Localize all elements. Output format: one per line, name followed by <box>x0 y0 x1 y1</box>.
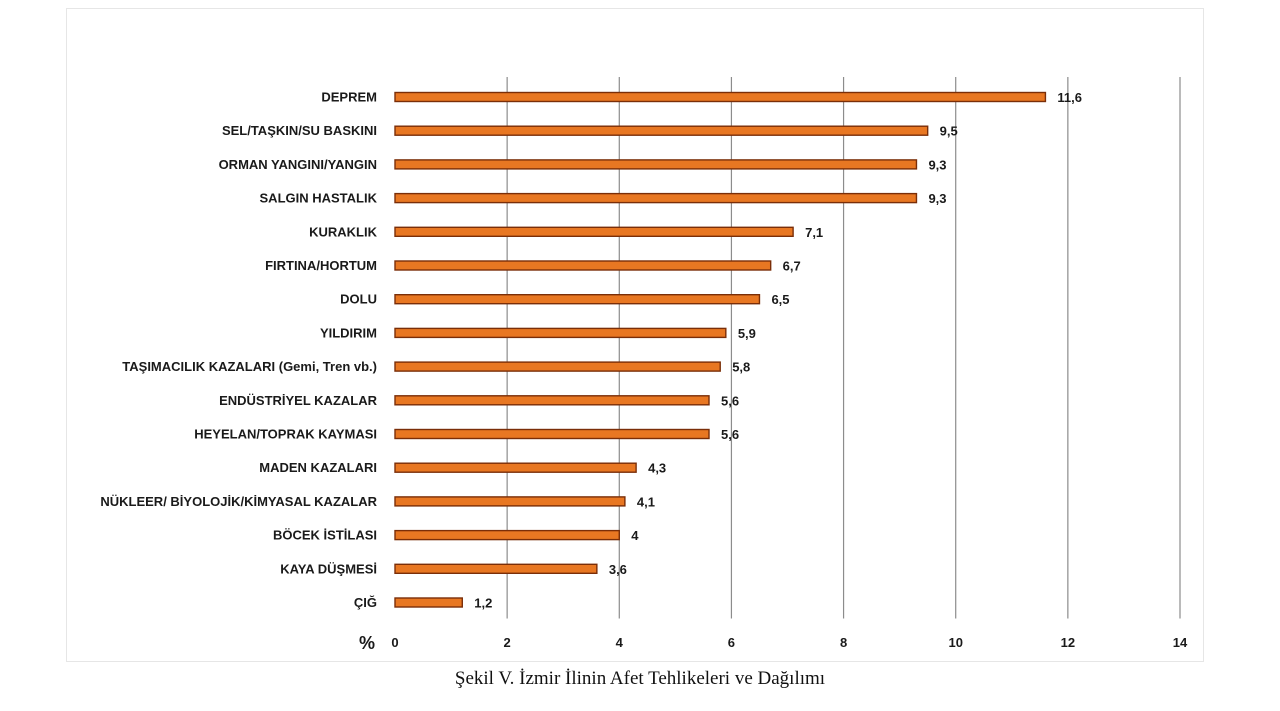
bar <box>394 327 727 339</box>
value-label: 5,6 <box>721 393 739 408</box>
category-label: ENDÜSTRİYEL KAZALAR <box>219 393 378 408</box>
value-label: 5,9 <box>738 326 756 341</box>
category-label: MADEN KAZALARI <box>259 460 377 475</box>
bar <box>394 159 918 170</box>
bar <box>394 428 710 440</box>
bar <box>394 496 626 507</box>
value-label: 1,2 <box>474 596 492 611</box>
chart-svg: DEPREM 11,6 SEL/TAŞKIN/SU BASKINI 9,5 ORMAN … <box>100 77 1188 653</box>
bar <box>394 395 710 406</box>
bar <box>394 597 463 608</box>
category-label: TAŞIMACILIK KAZALARI (Gemi, Tren vb.) <box>122 359 377 374</box>
x-tick-label: 0 <box>391 635 398 650</box>
bar <box>394 91 1047 103</box>
category-label: YILDIRIM <box>320 325 377 340</box>
category-label: DOLU <box>340 292 377 307</box>
bar <box>394 226 794 238</box>
figure-caption: Şekil V. İzmir İlinin Afet Tehlikeleri v… <box>454 668 826 689</box>
category-label: BÖCEK İSTİLASI <box>273 528 377 543</box>
value-label: 6,5 <box>771 292 789 307</box>
bar <box>394 529 620 541</box>
bars-layer <box>394 91 1047 608</box>
value-label: 9,3 <box>928 191 946 206</box>
value-label: 3,6 <box>609 562 627 577</box>
category-label: KAYA DÜŞMESİ <box>280 561 377 576</box>
x-tick-label: 14 <box>1173 635 1188 650</box>
x-tick-label: 8 <box>840 635 847 650</box>
value-label: 9,5 <box>940 124 958 139</box>
bar <box>394 563 598 574</box>
value-label: 5,6 <box>721 427 739 442</box>
bar <box>394 462 637 473</box>
value-label: 4,3 <box>648 461 666 476</box>
bar <box>394 361 721 372</box>
value-label: 9,3 <box>928 157 946 172</box>
labels-layer: DEPREM 11,6 SEL/TAŞKIN/SU BASKINI 9,5 ORMAN … <box>100 90 1082 611</box>
category-label: ORMAN YANGINI/YANGIN <box>219 157 377 172</box>
bar <box>394 260 772 271</box>
category-label: SALGIN HASTALIK <box>260 191 378 206</box>
value-label: 6,7 <box>783 259 801 274</box>
x-tick-label: 12 <box>1061 635 1075 650</box>
bar <box>394 192 918 204</box>
x-tick-label: 4 <box>616 635 624 650</box>
value-label: 5,8 <box>732 360 750 375</box>
category-label: ÇIĞ <box>354 595 377 610</box>
x-tick-label: 10 <box>948 635 962 650</box>
x-tick-label: 2 <box>504 635 511 650</box>
category-label: FIRTINA/HORTUM <box>265 258 377 273</box>
axis-layer: 0 2 4 6 8 10 12 14% <box>359 633 1188 653</box>
category-label: HEYELAN/TOPRAK KAYMASI <box>194 427 377 442</box>
value-label: 11,6 <box>1057 90 1082 105</box>
bar <box>394 294 761 305</box>
category-label: KURAKLIK <box>309 224 377 239</box>
category-label: DEPREM <box>321 90 377 105</box>
category-label: SEL/TAŞKIN/SU BASKINI <box>222 123 377 138</box>
value-label: 4 <box>631 528 639 543</box>
chart-frame: DEPREM 11,6 SEL/TAŞKIN/SU BASKINI 9,5 ORMAN … <box>66 8 1204 662</box>
category-label: NÜKLEER/ BİYOLOJİK/KİMYASAL KAZALAR <box>100 494 377 509</box>
x-tick-label: 6 <box>728 635 735 650</box>
value-label: 7,1 <box>805 225 823 240</box>
bar <box>394 125 929 136</box>
value-label: 4,1 <box>637 494 655 509</box>
x-axis-unit-label: % <box>359 633 375 653</box>
